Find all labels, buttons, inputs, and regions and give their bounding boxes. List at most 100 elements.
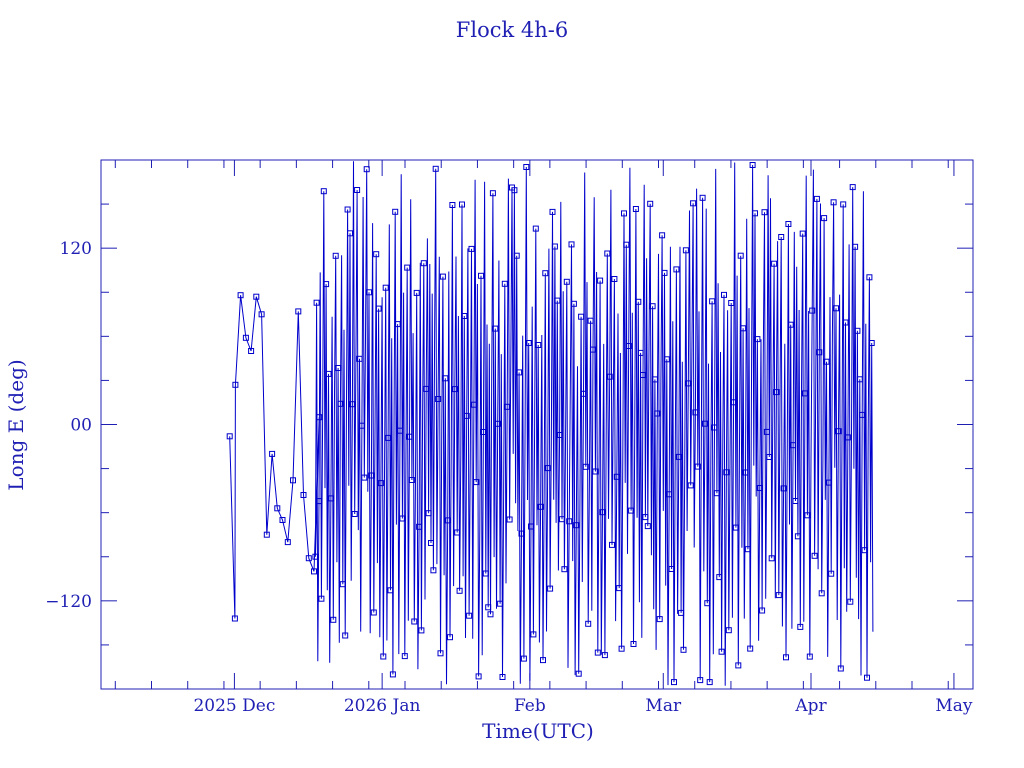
data-point [780,485,787,492]
data-point [711,424,718,431]
data-point [837,665,844,672]
data-point [628,507,635,514]
data-point [730,399,737,406]
data-point [487,611,494,618]
data-point [742,469,749,476]
data-point [704,600,711,607]
data-point [794,533,801,540]
data-point [561,566,568,573]
data-point [792,498,799,504]
data-point [284,539,291,546]
data-point [242,334,249,341]
data-point [423,385,430,392]
data-point [325,370,332,377]
data-point [718,648,725,655]
series-clip-group [226,161,875,686]
data-point [625,343,632,349]
data-point [323,281,330,288]
data-point [463,412,470,419]
data-point [451,386,458,393]
data-point [768,555,775,562]
data-point [735,662,742,669]
data-point [859,411,866,418]
data-point [771,260,778,267]
data-point [430,567,437,574]
data-point [828,570,835,577]
data-point [459,201,465,208]
series-line [229,161,874,686]
data-point [852,243,859,250]
data-point [368,472,375,479]
data-point [587,317,594,324]
data-point [578,313,585,320]
data-point [380,653,387,660]
data-point [248,348,255,354]
data-point [811,552,818,559]
data-point [570,300,577,307]
data-point [749,162,756,168]
data-point [723,469,730,476]
data-point [344,206,351,213]
data-point [473,479,480,486]
data-point [480,429,487,435]
x-axis: 2025 Dec 2026 Jan Feb Mar Apr May [114,160,973,716]
data-point [675,453,682,460]
data-point [849,184,856,191]
data-point [818,590,825,597]
data-point [833,305,839,312]
data-point [721,291,727,298]
data-point [816,349,823,356]
data-point [478,272,484,279]
data-point [787,321,794,328]
data-point [392,208,399,215]
data-point [447,634,453,641]
data-point [725,627,732,634]
data-point [604,250,611,257]
data-point [783,654,789,661]
y-tick-label: 00 [70,416,92,436]
data-point [671,679,677,686]
data-point [313,299,320,306]
data-point [411,618,418,625]
data-point [840,201,847,208]
data-point [702,420,708,427]
data-point [327,495,334,502]
data-point [466,612,473,619]
data-point [606,373,613,380]
data-point [439,273,446,280]
data-point [706,679,713,686]
data-point [856,376,863,383]
data-point [470,401,477,408]
data-point [489,190,496,197]
data-point [761,209,768,216]
data-point [813,195,820,202]
data-point [806,653,813,660]
data-point [654,410,661,417]
data-point [274,505,281,512]
data-point [866,274,873,281]
data-point [659,232,666,239]
data-point [861,547,868,554]
data-point [442,375,449,382]
data-point [842,319,849,326]
data-point [506,516,513,523]
data-point [530,631,537,638]
data-point [520,655,527,662]
data-point [754,336,761,343]
data-point [482,570,489,577]
data-point [709,298,716,305]
data-point [778,234,785,240]
data-point [339,581,346,588]
data-point [759,607,766,614]
data-point [356,355,363,362]
data-point [575,670,582,677]
data-point [454,529,461,536]
data-point [305,555,312,562]
data-point [516,369,523,376]
data-point [389,671,396,678]
data-point [666,491,673,498]
data-point [377,480,384,487]
data-point [644,523,651,530]
data-point [226,433,233,440]
data-point [290,477,296,484]
